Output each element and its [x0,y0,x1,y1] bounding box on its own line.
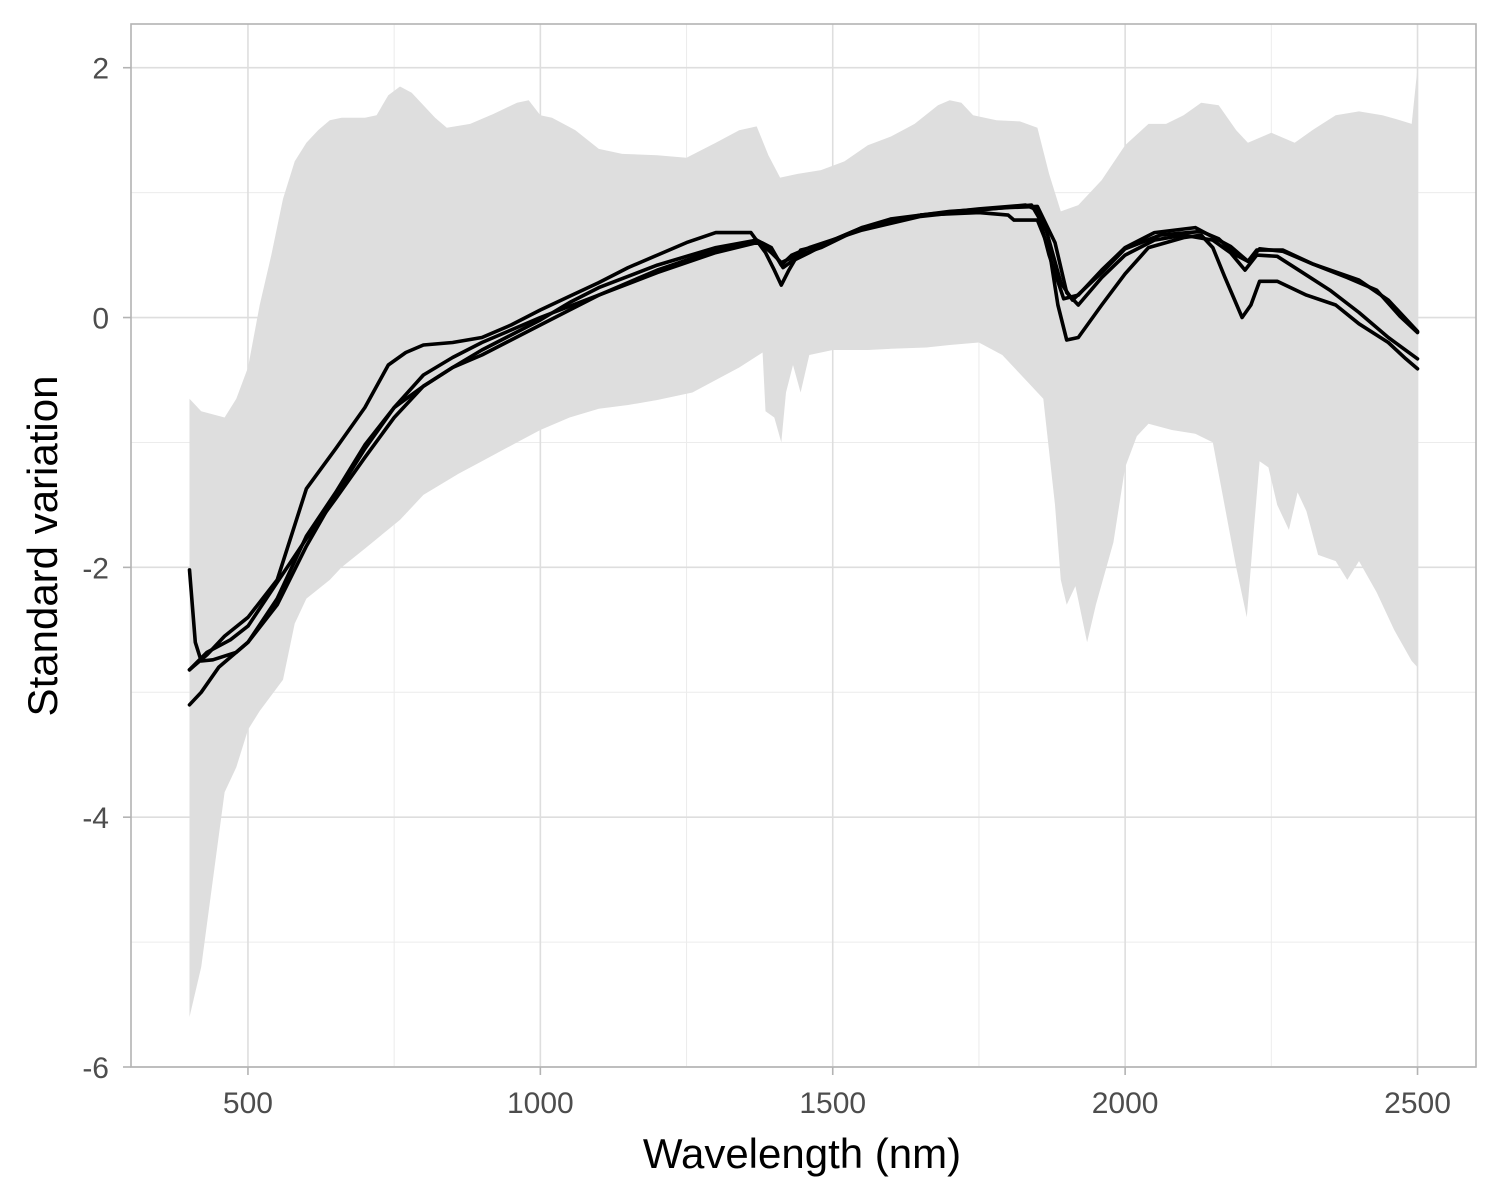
series-line-2 [187,203,1420,707]
axes: 500 1000 1500 2000 2500 2 0 -2 -4 -6 [82,53,1451,1120]
variation-band-layer [189,67,1418,1017]
series-line-4 [187,203,1420,672]
plot-panel-border [130,23,1477,1068]
y-axis-title: Standard variation [19,376,66,717]
x-tick-label: 2500 [1384,1087,1451,1120]
series-lines-layer [187,203,1420,707]
x-axis-title: Wavelength (nm) [643,1130,961,1177]
y-tick-label: -4 [82,802,109,835]
x-tick-label: 500 [223,1087,273,1120]
y-tick-label: 2 [92,53,109,86]
x-tick-label: 1500 [799,1087,866,1120]
y-tick-label: -2 [82,552,109,585]
x-tick-label: 1000 [507,1087,574,1120]
variation-band [189,67,1418,1017]
x-tick-label: 2000 [1092,1087,1159,1120]
y-tick-label: 0 [92,303,109,336]
y-tick-label: -6 [82,1052,109,1085]
